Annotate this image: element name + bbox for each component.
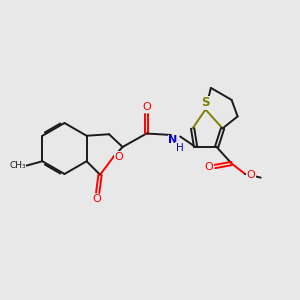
- Text: S: S: [201, 96, 210, 110]
- Text: CH₃: CH₃: [9, 161, 26, 170]
- Text: N: N: [168, 135, 177, 146]
- Text: O: O: [93, 194, 101, 204]
- Text: H: H: [176, 142, 184, 153]
- Text: O: O: [114, 152, 123, 162]
- Text: O: O: [247, 169, 256, 180]
- Text: O: O: [142, 102, 151, 112]
- Text: O: O: [204, 161, 213, 172]
